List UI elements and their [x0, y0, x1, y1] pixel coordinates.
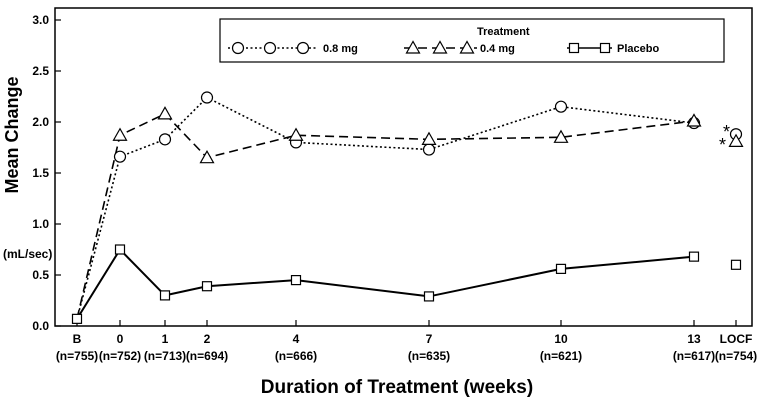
- data-point-placebo: [555, 263, 567, 274]
- x-tick-label: 13: [687, 332, 701, 346]
- x-tick-label: 10: [554, 332, 568, 346]
- data-point-0-4-mg: [288, 127, 304, 141]
- legend-marker: [296, 41, 310, 55]
- data-point-placebo: [114, 244, 126, 255]
- plot-area: [54, 7, 753, 327]
- legend-marker: [599, 42, 611, 54]
- legend-marker: [568, 42, 580, 54]
- x-tick-n-label: (n=617): [673, 349, 715, 363]
- x-tick-label: B: [73, 332, 82, 346]
- x-axis-title: Duration of Treatment (weeks): [261, 377, 533, 398]
- y-tick-label: 0.0: [32, 319, 49, 333]
- legend-marker: [231, 41, 245, 55]
- legend-marker: [459, 40, 475, 54]
- y-axis-unit: (mL/sec): [3, 247, 52, 261]
- series-line-placebo: [76, 247, 695, 320]
- legend-items: 0.8 mg 0.4 mg Placebo: [228, 40, 659, 55]
- x-tick-label: 4: [293, 332, 300, 346]
- y-tick-label: 0.5: [32, 268, 49, 282]
- data-point-0-8-mg: [554, 100, 568, 113]
- data-point-locf-placebo: [730, 259, 742, 270]
- legend-box: [219, 18, 725, 63]
- data-point-0-8-mg: [158, 133, 172, 146]
- data-point-0-4-mg: [157, 106, 173, 120]
- legend-title: Treatment: [477, 26, 530, 38]
- x-tick-n-label: (n=621): [540, 349, 582, 363]
- x-tick-n-label: (n=752): [99, 349, 141, 363]
- significance-star-upper: *: [723, 122, 730, 142]
- x-tick-label: 2: [204, 332, 211, 346]
- series-lines: [76, 96, 695, 320]
- legend-marker: [405, 40, 421, 54]
- x-tick-label: 0: [117, 332, 124, 346]
- legend-label: Placebo: [617, 43, 659, 55]
- y-axis: 0.0 0.5 1.0 1.5 2.0 2.5 3.0: [32, 13, 61, 333]
- legend-label: 0.8 mg: [323, 43, 358, 55]
- data-point-0-8-mg: [200, 91, 214, 104]
- y-tick-label: 1.0: [32, 217, 49, 231]
- x-tick-label: 7: [426, 332, 433, 346]
- data-point-locf-0-4-mg: [728, 133, 744, 147]
- x-tick-label: LOCF: [720, 332, 753, 346]
- significance-star-lower: *: [719, 135, 726, 155]
- x-tick-n-label: (n=694): [186, 349, 228, 363]
- data-point-0-8-mg: [113, 150, 127, 163]
- x-tick-n-label: (n=755): [56, 349, 98, 363]
- x-axis: B (n=755) 0 (n=752) 1 (n=713) 2 (n=694) 4 (n=666)…: [56, 320, 757, 363]
- legend-marker: [432, 40, 448, 54]
- y-tick-label: 1.5: [32, 166, 49, 180]
- legend-marker: [263, 41, 277, 55]
- x-tick-n-label: (n=713): [144, 349, 186, 363]
- data-point-0-4-mg: [686, 113, 702, 127]
- data-point-placebo: [159, 290, 171, 301]
- series-line-0-4-mg: [76, 112, 695, 320]
- series-line-0-8-mg: [76, 96, 695, 320]
- data-point-placebo: [290, 275, 302, 286]
- data-point-0-8-mg: [422, 143, 436, 156]
- data-point-0-4-mg: [112, 127, 128, 141]
- legend: Treatment 0.8 mg 0.4 mg Placebo: [219, 18, 725, 63]
- x-tick-n-label: (n=635): [408, 349, 450, 363]
- y-tick-label: 3.0: [32, 13, 49, 27]
- data-point-placebo: [688, 251, 700, 262]
- x-tick-label: 1: [162, 332, 169, 346]
- data-point-0-4-mg: [421, 131, 437, 145]
- data-point-0-4-mg: [553, 129, 569, 143]
- y-tick-label: 2.5: [32, 64, 49, 78]
- series-markers: [71, 91, 744, 324]
- legend-label: 0.4 mg: [480, 43, 515, 55]
- y-tick-label: 2.0: [32, 115, 49, 129]
- x-tick-n-label: (n=666): [275, 349, 317, 363]
- x-tick-n-label: (n=754): [715, 349, 757, 363]
- data-point-placebo: [423, 291, 435, 302]
- data-point-0-4-mg: [199, 149, 215, 164]
- data-point-placebo: [201, 281, 213, 292]
- y-axis-title: Mean Change: [2, 76, 22, 193]
- data-point-baseline: [71, 313, 83, 324]
